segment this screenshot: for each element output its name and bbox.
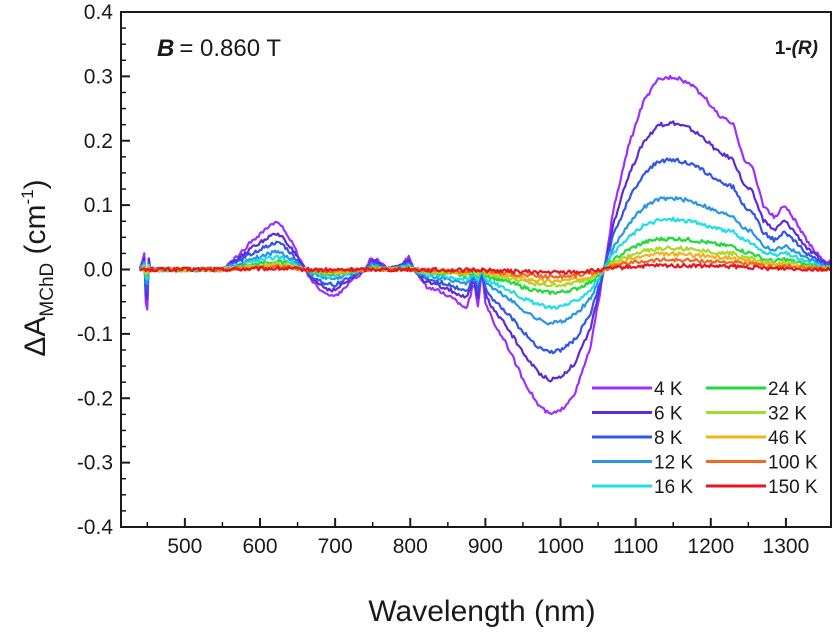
y-tick-label: 0.4: [84, 1, 114, 24]
x-tick-label: 1200: [687, 535, 734, 558]
x-tick-label: 800: [393, 535, 428, 558]
series-line: [138, 74, 831, 416]
legend-label: 150 K: [768, 477, 818, 498]
y-tick-label: -0.2: [77, 387, 113, 410]
compound-annotation: 1-(R): [775, 38, 818, 59]
legend-label: 6 K: [654, 404, 683, 425]
y-tick-label: -0.3: [77, 452, 113, 475]
y-axis-main: ΔA: [19, 317, 52, 357]
compound-config: (R): [792, 38, 818, 59]
field-value: = 0.860 T: [179, 35, 281, 62]
y-axis-subscript: MChD: [37, 263, 58, 317]
x-tick-label: 1000: [537, 535, 584, 558]
x-tick-label: 900: [468, 535, 503, 558]
y-tick-label: -0.1: [77, 323, 113, 346]
y-tick-label: -0.4: [77, 516, 114, 539]
plot-area: 500 600 700 800 900 1000 1100 1200 1300 -0.4 -0.3 -…: [77, 1, 832, 558]
legend-label: 100 K: [768, 453, 818, 474]
legend-label: 8 K: [654, 428, 683, 449]
field-annotation: B = 0.860 T: [157, 35, 281, 62]
x-axis-title: Wavelength (nm): [368, 595, 595, 628]
axis-ticks: 500 600 700 800 900 1000 1100 1200 1300 -0.4 -0.3 -…: [77, 1, 809, 558]
series-line: [139, 262, 831, 276]
legend-label: 24 K: [768, 379, 807, 400]
series-line: [139, 216, 831, 310]
series-line: [138, 157, 831, 355]
y-tick-label: 0.1: [84, 194, 113, 217]
y-axis-unit-open: (cm: [19, 204, 52, 262]
y-tick-label: 0.0: [84, 259, 113, 282]
y-axis-title: ΔAMChD (cm-1): [18, 179, 58, 356]
legend-label: 12 K: [654, 453, 693, 474]
legend-label: 16 K: [654, 477, 693, 498]
x-tick-label: 500: [167, 535, 202, 558]
legend-label: 46 K: [768, 428, 807, 449]
x-tick-label: 1100: [613, 535, 658, 558]
field-symbol: B: [157, 35, 174, 62]
y-axis-unit-exponent: -1: [18, 189, 37, 204]
x-tick-label: 600: [242, 535, 277, 558]
compound-number: 1-: [775, 38, 792, 59]
legend-label: 32 K: [768, 404, 807, 425]
y-tick-label: 0.3: [84, 65, 113, 88]
series-lines: [138, 74, 831, 416]
x-tick-label: 700: [318, 535, 353, 558]
series-line: [138, 196, 831, 326]
series-line: [138, 120, 831, 383]
x-tick-label: 1300: [763, 535, 810, 558]
y-tick-label: 0.2: [84, 130, 113, 153]
y-axis-unit-close: ): [19, 179, 52, 189]
legend-label: 4 K: [654, 379, 683, 400]
legend: 4 K 6 K 8 K 12 K 16 K 24 K 32 K 46 K 100 K 150 K: [592, 379, 818, 498]
